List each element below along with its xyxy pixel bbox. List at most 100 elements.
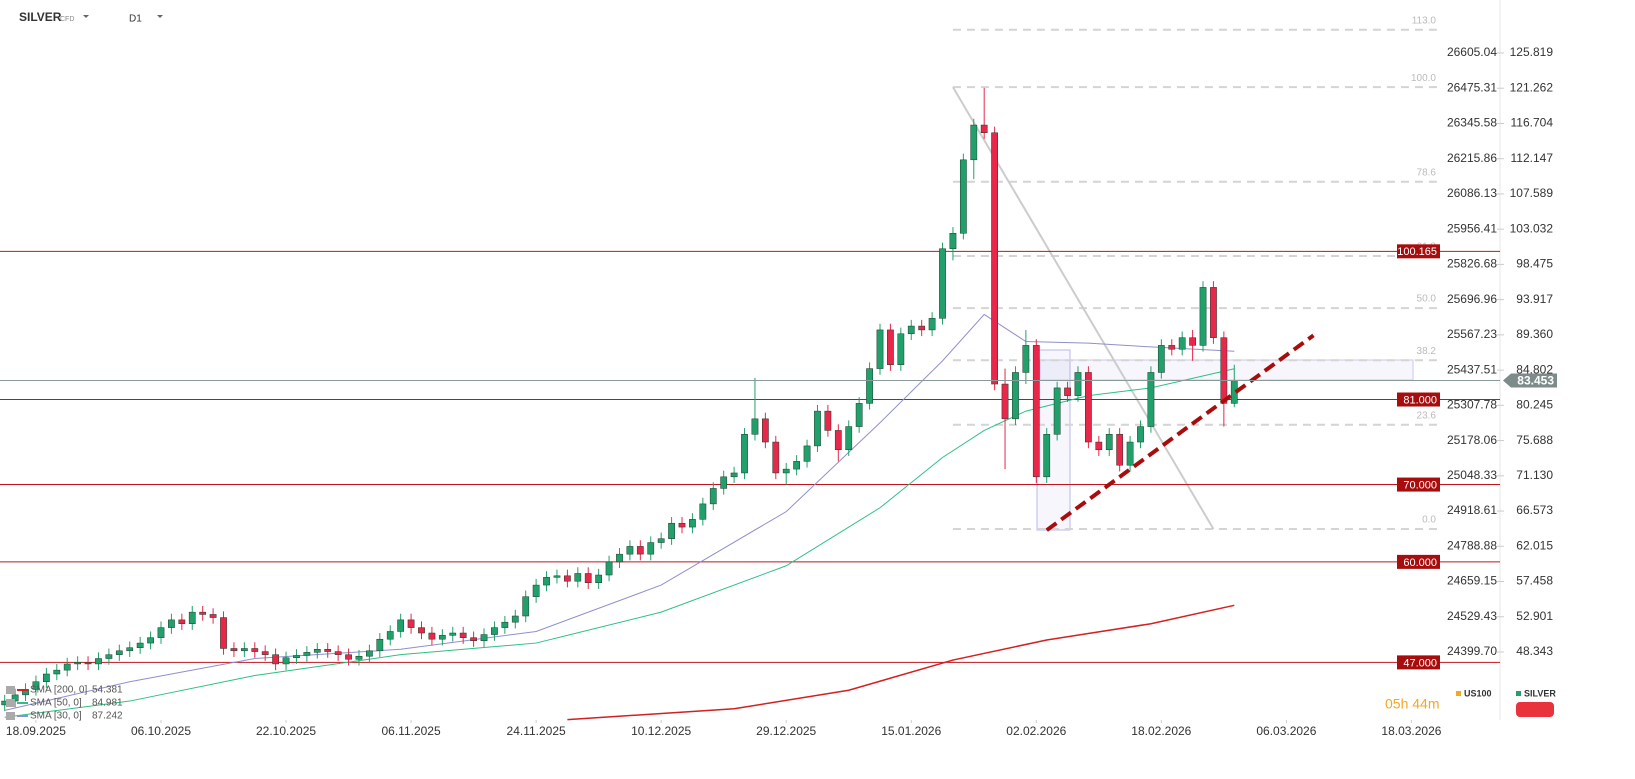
x-tick-label: 15.01.2026 xyxy=(881,724,941,738)
fib-label: 23.6 xyxy=(1417,410,1437,421)
action-button[interactable] xyxy=(1516,702,1554,717)
legend-value: 54.381 xyxy=(92,685,123,696)
candle-body xyxy=(105,654,113,659)
candle-body xyxy=(553,575,561,578)
candle-body xyxy=(53,669,61,675)
candle-body xyxy=(428,632,436,640)
candle-body xyxy=(907,325,915,335)
candle-body xyxy=(1022,345,1030,373)
y-tick-label: 116.704 xyxy=(1511,116,1554,130)
y-tick-label: 93.917 xyxy=(1516,292,1553,306)
y2-tick-label: 26475.31 xyxy=(1447,80,1497,94)
candle-body xyxy=(543,577,550,586)
candle-body xyxy=(1012,372,1019,420)
candle-body xyxy=(678,522,686,528)
fib-label: 78.6 xyxy=(1417,167,1437,178)
candle-body xyxy=(970,124,978,161)
candle-body xyxy=(897,333,905,365)
dropdown-arrow[interactable] xyxy=(157,15,163,18)
candle-body xyxy=(939,248,946,319)
candle-body xyxy=(178,619,186,624)
y2-tick-label: 25307.78 xyxy=(1447,398,1497,412)
dropdown-arrow[interactable] xyxy=(83,15,89,18)
candle-body xyxy=(334,651,342,655)
candle-body xyxy=(928,318,936,331)
candle-body xyxy=(741,434,748,474)
y-tick-label: 48.343 xyxy=(1516,644,1553,658)
symbol-kind: CFD xyxy=(60,16,74,23)
level-tag xyxy=(1397,655,1440,670)
legend-value: 87.242 xyxy=(92,711,123,722)
y-tick-label: 125.819 xyxy=(1510,45,1554,59)
y-tick-label: 103.032 xyxy=(1510,221,1554,235)
sma-line xyxy=(567,604,1235,721)
candle-body xyxy=(126,647,134,652)
candle-body xyxy=(376,638,384,652)
candle-body xyxy=(1085,372,1092,443)
candle-body xyxy=(657,538,665,543)
candle-body xyxy=(220,617,227,649)
candle-body xyxy=(199,611,207,615)
candle-body xyxy=(491,627,498,635)
candle-body xyxy=(1210,287,1217,338)
legend-symbol[interactable]: SILVER xyxy=(1524,688,1556,698)
legend-value: 84.981 xyxy=(92,698,123,709)
x-tick-label: 10.12.2025 xyxy=(631,724,691,738)
candle-body xyxy=(887,329,894,365)
candle-body xyxy=(522,596,530,617)
candle-body xyxy=(1043,434,1051,478)
candle-body xyxy=(272,654,279,665)
candle-body xyxy=(1064,387,1071,396)
current-price-label: 83.453 xyxy=(1517,374,1554,388)
y2-tick-label: 26086.13 xyxy=(1447,186,1497,200)
symbol[interactable]: SILVER xyxy=(19,10,62,24)
candle-body xyxy=(11,694,19,702)
candle-body xyxy=(1001,383,1009,420)
candle-body xyxy=(761,418,769,443)
level-tag xyxy=(1397,477,1440,492)
fib-label: 113.0 xyxy=(1412,15,1437,26)
candle-body xyxy=(115,650,123,655)
y2-tick-label: 25956.41 xyxy=(1447,221,1497,235)
candle-body xyxy=(355,655,363,660)
candle-body xyxy=(751,418,759,435)
y2-tick-label: 25696.96 xyxy=(1447,292,1497,306)
candle-body xyxy=(438,635,446,640)
legend-swatch xyxy=(1516,691,1521,696)
fib-label: 0.0 xyxy=(1422,515,1436,526)
candle-body xyxy=(709,488,717,505)
y2-tick-label: 25178.06 xyxy=(1447,433,1497,447)
y-tick-label: 66.573 xyxy=(1516,503,1553,517)
level-tag xyxy=(1397,554,1440,569)
legend-icon xyxy=(6,712,15,720)
x-tick-label: 06.10.2025 xyxy=(131,724,191,738)
y-tick-label: 89.360 xyxy=(1516,327,1553,341)
fib-label: 50.0 xyxy=(1417,294,1437,305)
fib-label: 100.0 xyxy=(1411,73,1436,84)
candle-body xyxy=(616,553,623,563)
x-tick-label: 18.09.2025 xyxy=(6,724,66,738)
candle-body xyxy=(282,657,290,665)
level-tag xyxy=(1397,392,1440,407)
legend-name: SMA [50, 0] xyxy=(30,698,82,709)
candle-body xyxy=(803,445,811,462)
legend-symbol[interactable]: US100 xyxy=(1464,688,1492,698)
candle-body xyxy=(636,546,644,555)
candle-body xyxy=(730,472,738,478)
candle-body xyxy=(1199,287,1207,346)
candle-body xyxy=(42,673,50,682)
candle-body xyxy=(480,634,488,641)
candle-body xyxy=(845,426,853,451)
candle-body xyxy=(647,542,655,555)
candle-body xyxy=(32,681,40,690)
candle-body xyxy=(261,651,269,655)
candle-body xyxy=(866,368,873,404)
candle-body xyxy=(1105,434,1113,451)
candle-body xyxy=(1178,337,1186,350)
x-tick-label: 02.02.2026 xyxy=(1006,724,1066,738)
timeframe[interactable]: D1 xyxy=(129,14,142,25)
candle-body xyxy=(136,642,144,648)
y-tick-label: 75.688 xyxy=(1516,433,1553,447)
candle-body xyxy=(793,461,801,470)
candle-body xyxy=(449,632,457,636)
